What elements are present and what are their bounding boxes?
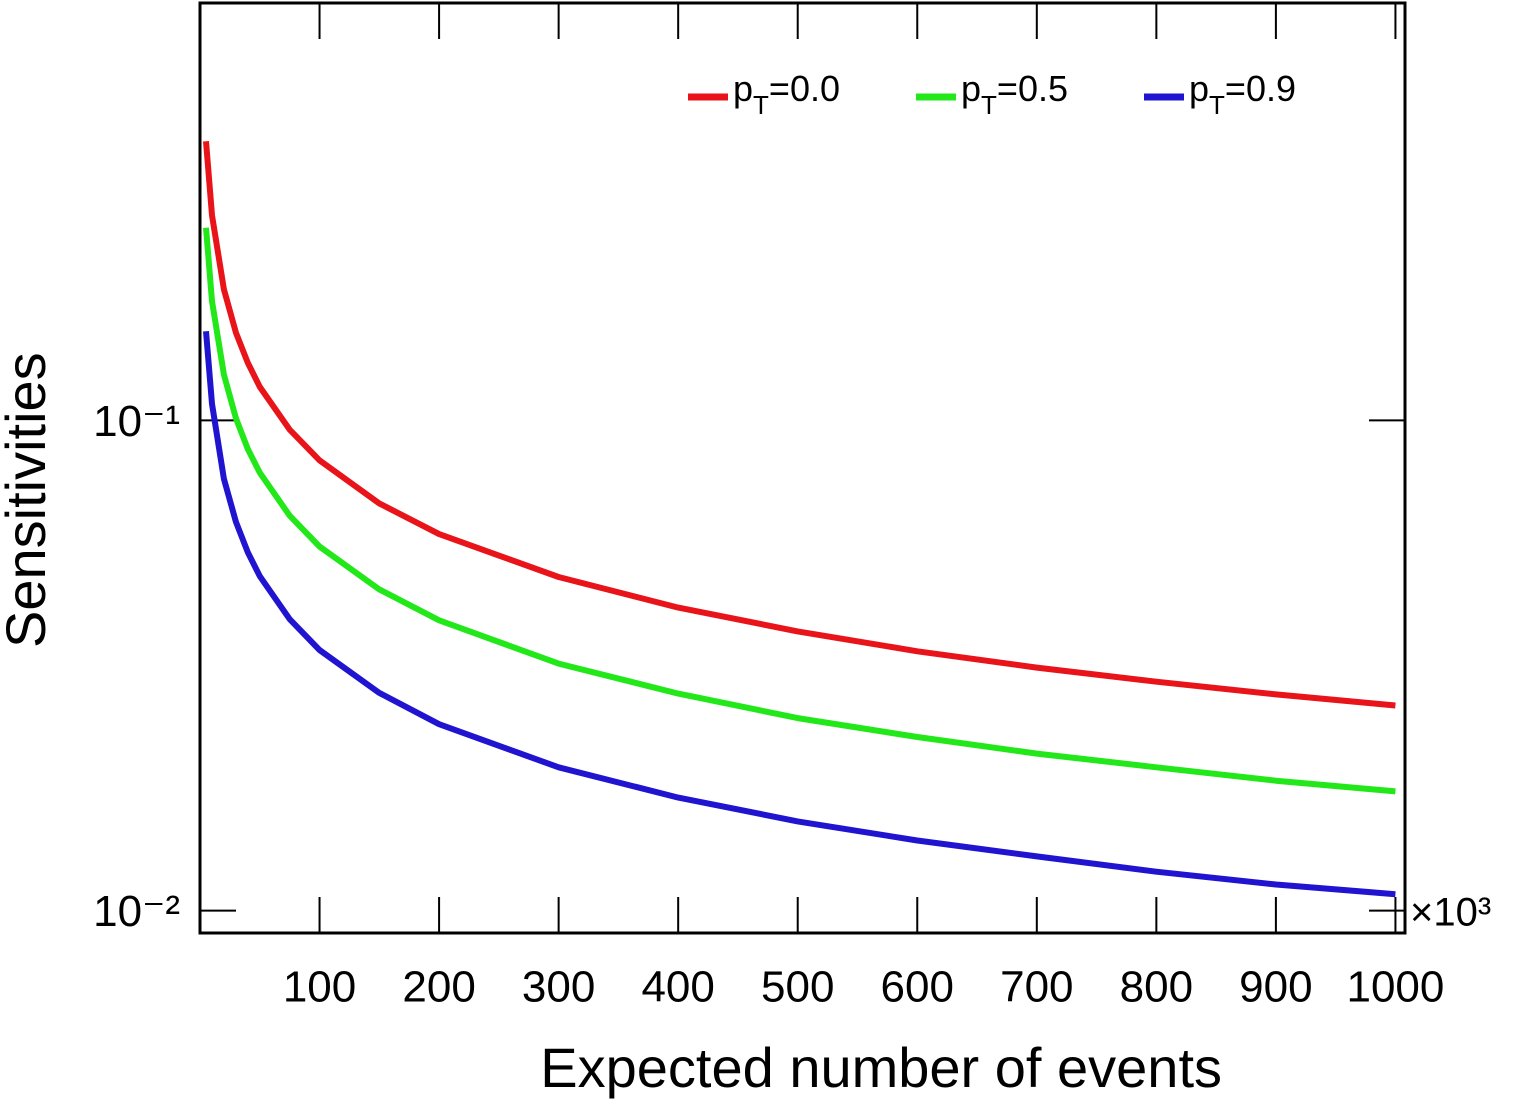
y-tick-label: 10⁻² — [93, 887, 180, 936]
y-axis-title: Sensitivities — [0, 352, 57, 648]
x-axis-title: Expected number of events — [540, 1036, 1222, 1099]
y-tick-label: 10⁻¹ — [93, 397, 180, 446]
legend-label: pT=0.5 — [961, 68, 1068, 120]
legend-label: pT=0.0 — [733, 68, 840, 120]
series-line — [203, 330, 1396, 898]
x-tick-label: 1000 — [1346, 963, 1444, 1012]
plot-frame — [198, 1, 1407, 935]
x-tick-label: 700 — [1000, 963, 1073, 1012]
series-line — [203, 227, 1396, 795]
x-tick-label: 400 — [641, 963, 714, 1012]
series-line — [203, 140, 1396, 709]
x-tick-label: 200 — [402, 963, 475, 1012]
legend-label: pT=0.9 — [1189, 68, 1296, 120]
x-tick-label: 800 — [1120, 963, 1193, 1012]
x-tick-label: 300 — [522, 963, 595, 1012]
x-multiplier: ×10³ — [1410, 891, 1491, 935]
x-tick-label: 500 — [761, 963, 834, 1012]
x-tick-label: 600 — [881, 963, 954, 1012]
x-tick-label: 100 — [283, 963, 356, 1012]
x-tick-label: 900 — [1239, 963, 1312, 1012]
